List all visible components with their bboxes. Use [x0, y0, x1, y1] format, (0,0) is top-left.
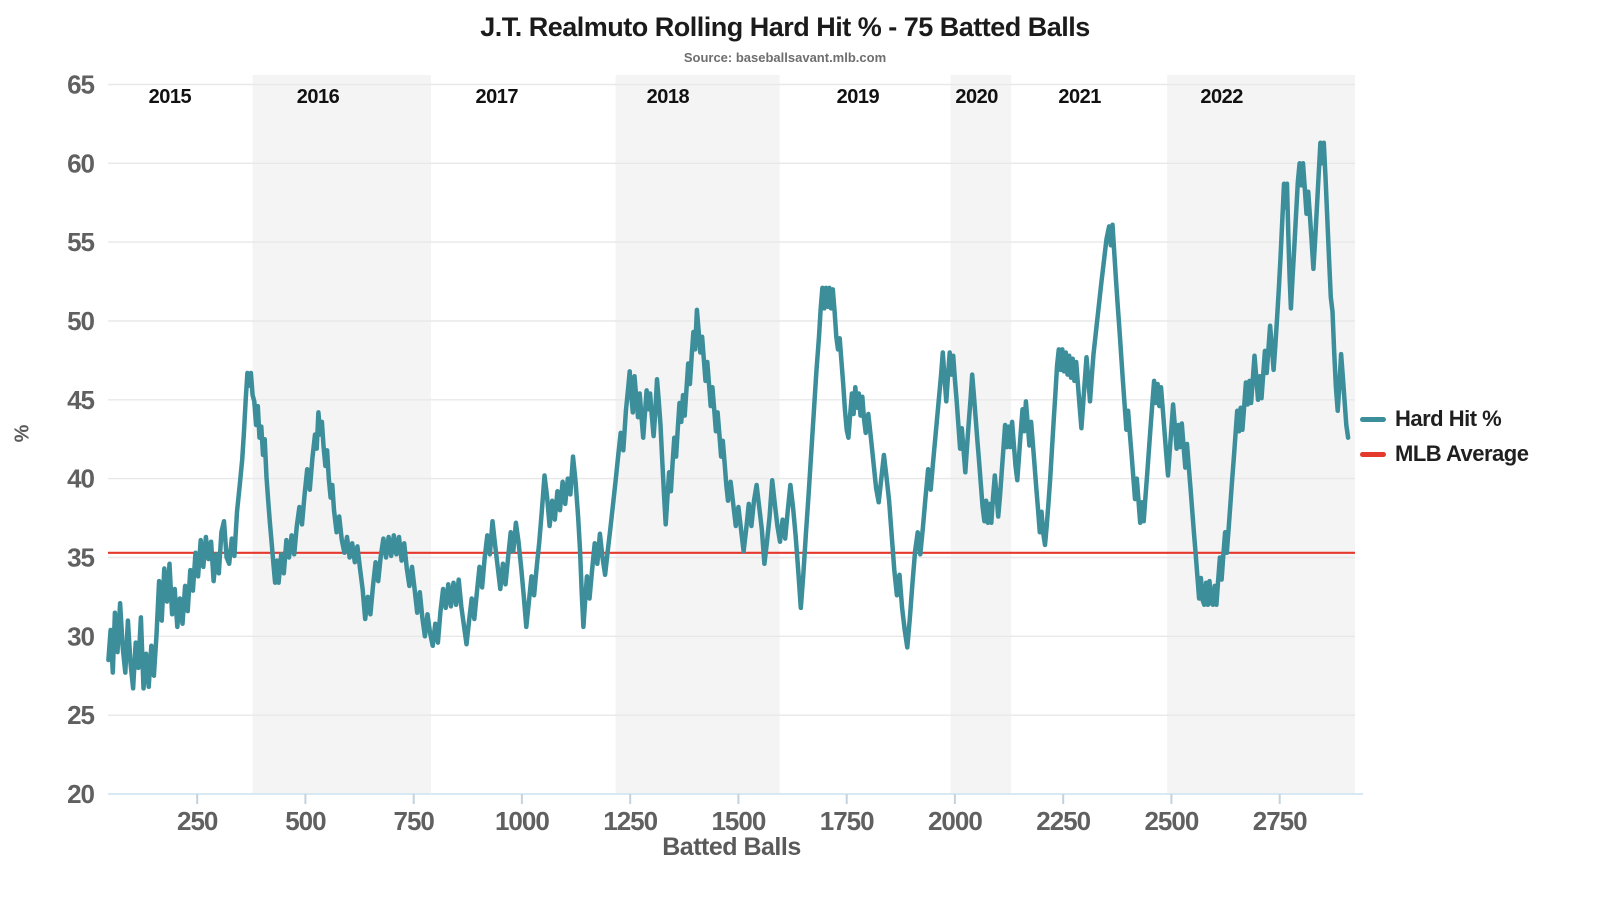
y-tick-label: 30	[67, 621, 94, 651]
y-tick-label: 25	[67, 700, 94, 730]
legend-label: Hard Hit %	[1395, 406, 1502, 431]
y-tick-label: 40	[67, 464, 94, 494]
y-tick-label: 50	[67, 306, 94, 336]
x-tick-label: 1250	[603, 806, 657, 836]
legend-item-mlb-average: MLB Average	[1360, 441, 1529, 467]
y-tick-label: 65	[67, 70, 94, 100]
season-band	[615, 75, 780, 794]
year-label-2019: 2019	[837, 86, 880, 108]
x-tick-label: 1000	[495, 806, 549, 836]
hard-hit-line-swatch-icon	[1360, 416, 1386, 422]
x-tick-label: 1500	[711, 806, 765, 836]
x-tick-label: 2250	[1036, 806, 1090, 836]
y-tick-label: 55	[67, 227, 94, 257]
y-tick-label: 35	[67, 543, 94, 573]
y-tick-label: 20	[67, 779, 94, 809]
year-label-2021: 2021	[1058, 86, 1101, 108]
x-tick-label: 750	[394, 806, 435, 836]
year-label-2018: 2018	[647, 86, 690, 108]
x-tick-label: 2000	[928, 806, 982, 836]
legend-label: MLB Average	[1395, 441, 1529, 466]
x-tick-label: 2500	[1144, 806, 1198, 836]
legend: Hard Hit % MLB Average	[1360, 406, 1529, 476]
hard-hit-series-line	[106, 140, 1351, 691]
year-label-2016: 2016	[297, 86, 340, 108]
chart-subtitle: Source: baseballsavant.mlb.com	[683, 50, 887, 65]
y-tick-label: 45	[67, 385, 94, 415]
season-band	[252, 75, 431, 794]
x-tick-label: 250	[177, 806, 218, 836]
x-tick-label: 2750	[1253, 806, 1307, 836]
x-axis-title: Batted Balls	[662, 833, 801, 861]
year-label-2020: 2020	[955, 86, 998, 108]
mlb-average-line-swatch-icon	[1360, 451, 1386, 457]
season-band	[1167, 75, 1355, 794]
y-axis-title: %	[11, 424, 34, 443]
x-tick-label: 1750	[820, 806, 874, 836]
year-label-2022: 2022	[1200, 86, 1243, 108]
year-label-2015: 2015	[149, 86, 192, 108]
chart-title: J.T. Realmuto Rolling Hard Hit % - 75 Ba…	[480, 12, 1090, 42]
x-tick-label: 500	[285, 806, 326, 836]
year-label-2017: 2017	[476, 86, 519, 108]
legend-item-hard-hit: Hard Hit %	[1360, 406, 1528, 432]
y-tick-label: 60	[67, 148, 94, 178]
